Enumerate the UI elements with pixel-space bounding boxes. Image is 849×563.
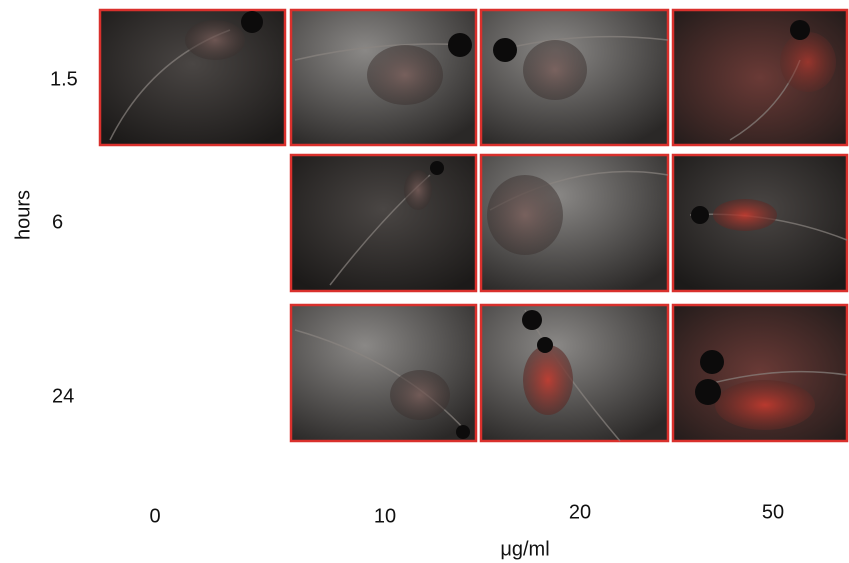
eye	[456, 425, 470, 439]
image-panel	[291, 305, 476, 441]
row-label: 1.5	[50, 68, 78, 90]
yolk	[523, 40, 587, 100]
yolk	[523, 345, 573, 415]
column-label: 10	[374, 505, 396, 527]
x-axis-label: μg/ml	[500, 538, 549, 560]
eye	[430, 161, 444, 175]
y-axis-label: hours	[12, 190, 34, 240]
column-label: 20	[569, 501, 591, 523]
row-label: 6	[52, 211, 63, 233]
page: hours 1.5 6 24 0 10 20 50 μg/ml (() => {…	[0, 0, 849, 563]
yolk	[404, 170, 432, 210]
eye	[695, 379, 721, 405]
eye	[790, 20, 810, 40]
panel-row-3	[291, 305, 847, 441]
eye	[522, 310, 542, 330]
yolk	[487, 175, 563, 255]
yolk	[390, 370, 450, 420]
yolk	[367, 45, 443, 105]
eye	[700, 350, 724, 374]
panel-row-2	[291, 155, 847, 291]
yolk	[715, 380, 815, 430]
image-panel	[291, 155, 476, 291]
yolk	[185, 20, 245, 60]
column-label: 0	[149, 505, 160, 527]
image-panel	[481, 305, 668, 441]
figure: hours 1.5 6 24 0 10 20 50 μg/ml	[0, 0, 849, 563]
eye	[448, 33, 472, 57]
yolk	[780, 32, 836, 92]
column-label: 50	[762, 501, 784, 523]
panel-row-1	[100, 10, 847, 145]
eye	[537, 337, 553, 353]
row-label: 24	[52, 385, 74, 407]
eye	[691, 206, 709, 224]
eye	[241, 11, 263, 33]
yolk	[713, 199, 777, 231]
eye	[493, 38, 517, 62]
